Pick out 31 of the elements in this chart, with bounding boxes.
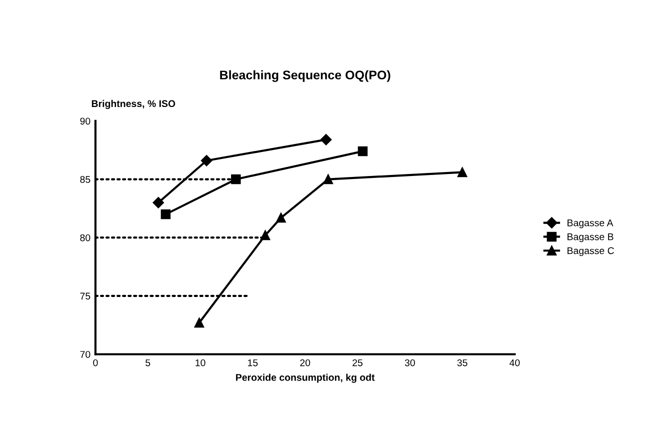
point: [194, 318, 204, 328]
point: [320, 134, 332, 146]
y-tick-label: 90: [80, 118, 90, 125]
y-tick-label: 80: [80, 234, 90, 242]
point: [323, 174, 334, 184]
point: [260, 230, 270, 240]
x-tick-label: 40: [510, 359, 520, 366]
legend-label: Bagasse B: [568, 233, 614, 242]
y-tick-label: 85: [80, 176, 90, 183]
x-tick-label: 10: [196, 359, 206, 366]
y-axis-title: Brightness, % ISO: [92, 100, 176, 110]
x-tick-label: 30: [404, 359, 415, 366]
point: [152, 197, 164, 208]
x-tick-label: 5: [146, 359, 150, 366]
y-tick-label: 75: [80, 292, 90, 300]
legend-label: Bagasse A: [568, 220, 614, 228]
y-tick-label: 70: [80, 350, 90, 358]
chart-title: Bleaching Sequence OQ(PO): [220, 70, 390, 82]
point: [231, 174, 241, 184]
point: [160, 209, 171, 220]
x-tick-label: 35: [457, 359, 468, 366]
point: [276, 212, 286, 223]
x-tick-label: 25: [352, 359, 362, 366]
point: [200, 155, 212, 166]
x-tick-label: 0: [93, 359, 98, 366]
legend-label: Bagasse C: [568, 247, 614, 256]
x-tick-label: 20: [300, 359, 310, 366]
x-tick-label: 15: [248, 359, 258, 366]
point: [457, 167, 468, 178]
point: [358, 146, 368, 156]
x-axis-title: Peroxide consumption, kg odt: [236, 374, 375, 383]
